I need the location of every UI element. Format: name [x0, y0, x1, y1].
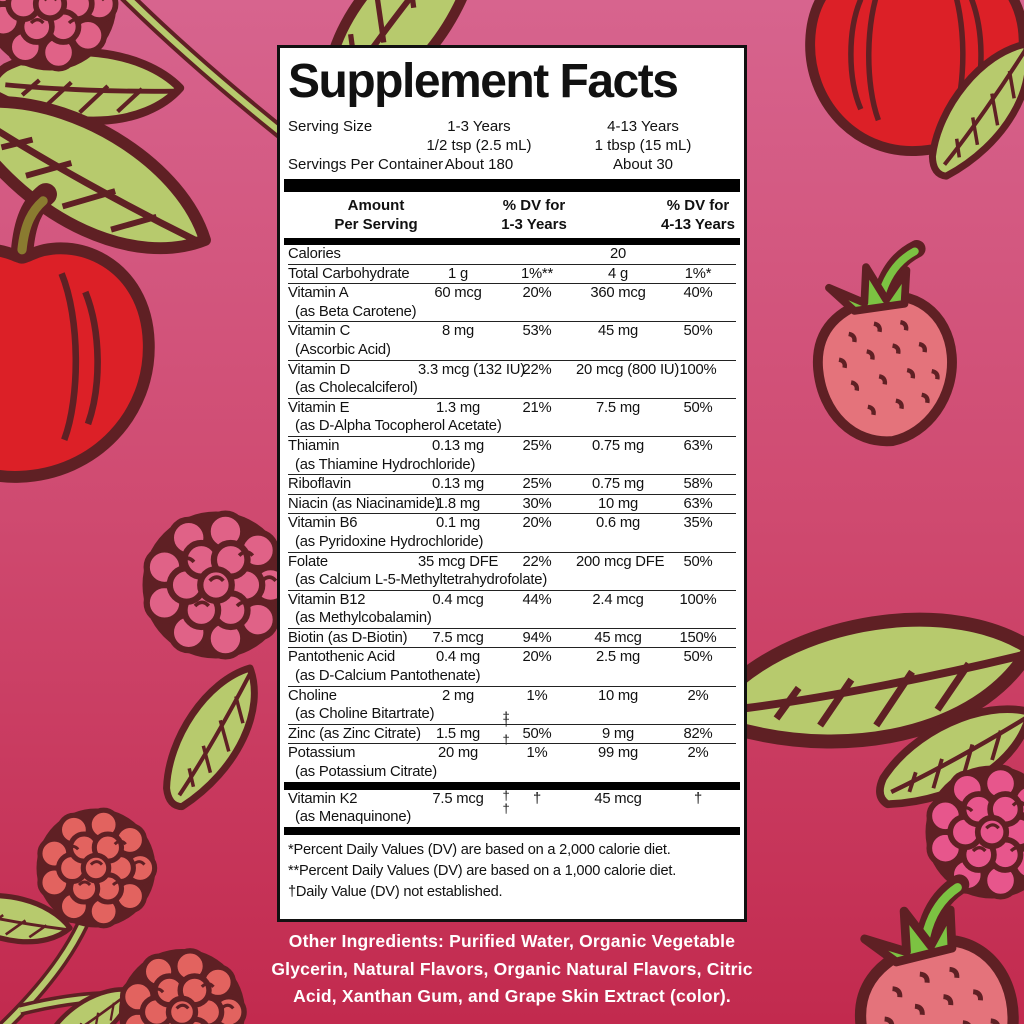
nutrient-row-niacin: Niacin (as Niacinamide) 1.8 mg 30% 10 mg…	[288, 493, 736, 514]
raspberry-bottom-left	[0, 809, 245, 1024]
column-header-amount: Amount Per Serving	[334, 197, 418, 233]
age-group-1: 1-3 Years	[447, 118, 511, 135]
dagger-mark: †	[502, 800, 510, 816]
nutrient-row-choline: Choline 2 mg 1% 10 mg 2% (as Choline Bit…	[288, 685, 736, 724]
nutrient-row-vitamin-b12: Vitamin B12 0.4 mcg 44% 2.4 mcg 100% (as…	[288, 589, 736, 628]
calories-label: Calories	[288, 246, 341, 262]
nutrient-row-folate: Folate 35 mcg DFE 22% 200 mcg DFE 50% (a…	[288, 551, 736, 590]
nutrient-row-pantothenic-acid: Pantothenic Acid 0.4 mg 20% 2.5 mg 50% (…	[288, 647, 736, 685]
dagger-mark: †	[502, 708, 510, 724]
servings-count-2: About 30	[612, 156, 674, 173]
strawberry-right	[803, 246, 962, 450]
servings-per-container-label: Servings Per Container	[288, 156, 444, 173]
leaf-mid-left	[136, 661, 288, 813]
serving-size-label: Serving Size	[288, 118, 373, 135]
dagger-mark: †	[502, 713, 510, 729]
thick-divider-bar	[284, 179, 740, 192]
medium-divider-bar	[284, 826, 740, 835]
serving-info: Serving Size 1-3 Years 4-13 Years 1/2 ts…	[288, 115, 736, 179]
supplement-facts-panel: Supplement Facts Serving Size 1-3 Years …	[277, 45, 747, 922]
other-ingredients-line3: Acid, Xanthan Gum, and Grape Skin Extrac…	[293, 986, 731, 1006]
dagger-mark: †	[502, 787, 510, 803]
other-ingredients-text: Other Ingredients: Purified Water, Organ…	[247, 928, 777, 1011]
servings-count-1: About 180	[444, 156, 514, 173]
column-headers: Amount Per Serving % DV for 1-3 Years % …	[288, 192, 736, 238]
nutrient-row-vitamin-a: Vitamin A 60 mcg 20% 360 mcg 40% (as Bet…	[288, 283, 736, 321]
nutrient-row-zinc: Zinc (as Zinc Citrate) 1.5 mg 50% 9 mg 8…	[288, 715, 736, 747]
age-group-2: 4-13 Years	[607, 118, 679, 135]
footnote-2000-calorie: *Percent Daily Values (DV) are based on …	[288, 841, 671, 858]
raspberry-mid-left	[143, 512, 290, 659]
nutrient-row-vitamin-b6: Vitamin B6 0.1 mg 20% 0.6 mg 35% (as Pyr…	[288, 513, 736, 551]
nutrient-row-vitamin-d: Vitamin D 3.3 mcg (132 IU) 22% 20 mcg (8…	[288, 359, 736, 398]
footnotes: *Percent Daily Values (DV) are based on …	[288, 835, 736, 903]
footnote-dv-not-established: †Daily Value (DV) not established.	[288, 883, 503, 900]
column-header-dv-4-13: % DV for 4-13 Years	[661, 197, 735, 233]
panel-title: Supplement Facts	[288, 55, 679, 108]
other-ingredients-line1: Other Ingredients: Purified Water, Organ…	[288, 931, 736, 951]
other-ingredients-line2: Glycerin, Natural Flavors, Organic Natur…	[271, 958, 753, 979]
nutrient-row-biotin: Biotin (as D-Biotin) 7.5 mcg 94% 45 mcg …	[288, 627, 736, 648]
footnote-1000-calorie: **Percent Daily Values (DV) are based on…	[288, 862, 677, 879]
column-header-dv-1-3: % DV for 1-3 Years	[501, 197, 567, 233]
serving-size-2: 1 tbsp (15 mL)	[594, 137, 692, 154]
nutrient-row-thiamin: Thiamin 0.13 mg 25% 0.75 mg 63% (as Thia…	[288, 435, 736, 474]
serving-size-1: 1/2 tsp (2.5 mL)	[426, 137, 532, 154]
nutrient-row-total-carbohydrate: Total Carbohydrate 1 g 1%** 4 g 1%*	[288, 263, 736, 284]
medium-divider-bar	[284, 781, 740, 790]
calories-value: 20	[609, 246, 627, 262]
nutrient-row-potassium: Potassium 20 mg 1% 99 mg 2% (as Potassiu…	[288, 743, 736, 781]
nutrient-row-vitamin-c: Vitamin C 8 mg 53% 45 mg 50% (Ascorbic A…	[288, 321, 736, 359]
nutrient-row-vitamin-k2: Vitamin K2 7.5 mcg † 45 mcg † (as Menaqu…	[288, 787, 703, 826]
strawberry-bottom-right	[833, 879, 1024, 1024]
dagger-mark: †	[502, 731, 510, 747]
calories-row: Calories 20	[288, 245, 736, 264]
medium-divider-bar	[284, 238, 740, 245]
raspberry-bottom-left-2	[119, 949, 245, 1024]
nutrient-row-vitamin-e: Vitamin E 1.3 mg 21% 7.5 mg 50% (as D-Al…	[288, 397, 736, 436]
nutrient-row-riboflavin: Riboflavin 0.13 mg 25% 0.75 mg 58%	[288, 474, 736, 494]
